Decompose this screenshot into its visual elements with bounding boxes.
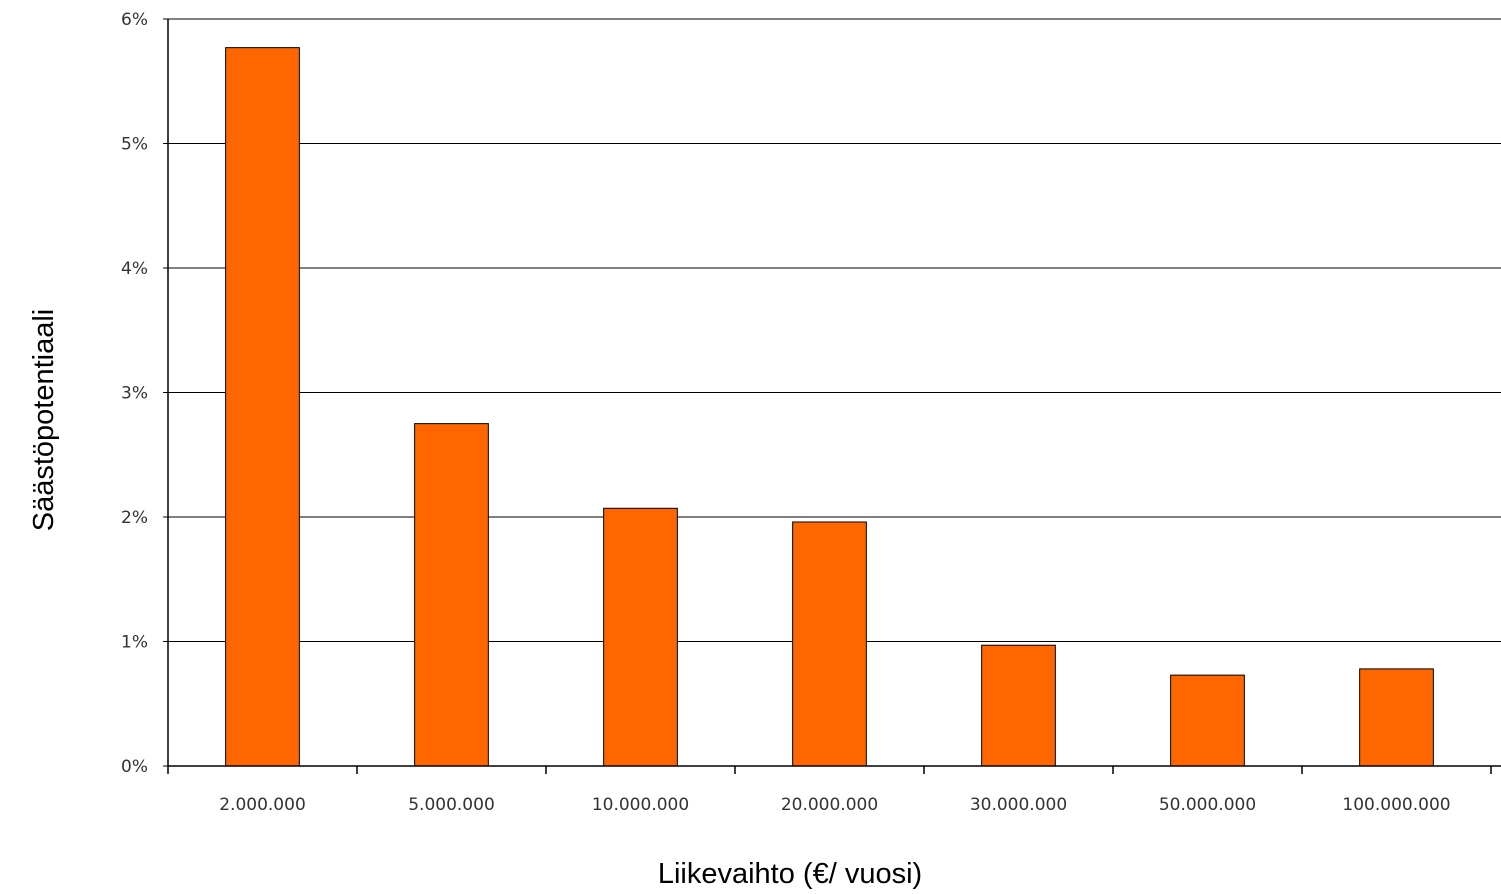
x-tick-label: 20.000.000 xyxy=(781,795,878,815)
bar xyxy=(1170,674,1245,767)
y-tick-label: 6% xyxy=(121,10,148,30)
bar xyxy=(792,521,867,767)
x-axis-title: Liikevaihto (€/ vuosi) xyxy=(658,858,922,890)
x-axis xyxy=(167,19,1501,767)
gridlines xyxy=(168,18,1501,642)
y-tick-label: 2% xyxy=(121,508,148,528)
bar xyxy=(1359,668,1434,767)
y-axis-ticks: 0% 1% 2% 3% 4% 5% 6% xyxy=(121,10,168,777)
y-tick-label: 5% xyxy=(121,135,148,155)
x-tick-label: 5.000.000 xyxy=(408,795,495,815)
x-tick-label: 50.000.000 xyxy=(1159,795,1256,815)
bar xyxy=(603,507,678,767)
x-tick-label: 2.000.000 xyxy=(219,795,306,815)
y-tick-label: 3% xyxy=(121,384,148,404)
x-tick-label: 30.000.000 xyxy=(970,795,1067,815)
bar xyxy=(225,47,300,767)
x-axis-ticks: 2.000.000 5.000.000 10.000.000 20.000.000 30… xyxy=(167,766,1492,815)
y-axis-title: Säästöpotentiaali xyxy=(28,309,60,532)
x-tick-label: 10.000.000 xyxy=(592,795,689,815)
bars xyxy=(225,47,1434,767)
bar xyxy=(981,644,1056,767)
bar xyxy=(414,423,489,767)
y-tick-label: 1% xyxy=(121,633,148,653)
y-tick-label: 0% xyxy=(121,757,148,777)
x-tick-label: 100.000.000 xyxy=(1342,795,1450,815)
y-tick-label: 4% xyxy=(121,259,148,279)
